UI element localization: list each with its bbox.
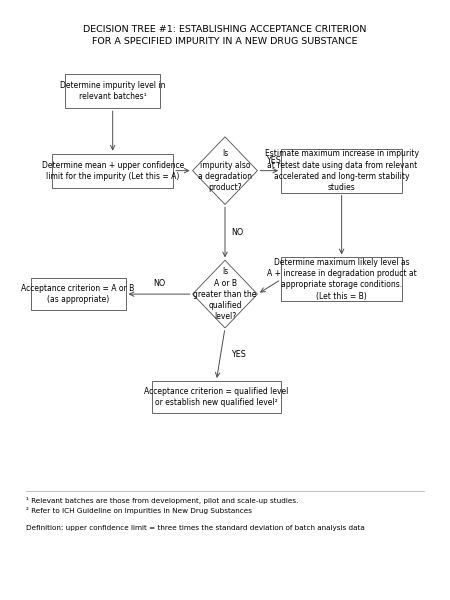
Text: Is
A or B
greater than the
qualified
level?: Is A or B greater than the qualified lev… — [194, 268, 256, 321]
FancyBboxPatch shape — [31, 278, 126, 310]
FancyBboxPatch shape — [152, 381, 281, 413]
Text: Is
impurity also
a degradation
product?: Is impurity also a degradation product? — [198, 149, 252, 192]
Polygon shape — [193, 260, 257, 328]
Text: Acceptance criterion = A or B
(as appropriate): Acceptance criterion = A or B (as approp… — [22, 284, 135, 304]
Text: DECISION TREE #1: ESTABLISHING ACCEPTANCE CRITERION: DECISION TREE #1: ESTABLISHING ACCEPTANC… — [83, 25, 367, 34]
Text: Determine maximum likely level as
A + increase in degradation product at
appropr: Determine maximum likely level as A + in… — [267, 258, 417, 301]
Text: Determine mean + upper confidence
limit for the impurity (Let this = A): Determine mean + upper confidence limit … — [41, 161, 184, 181]
Text: FOR A SPECIFIED IMPURITY IN A NEW DRUG SUBSTANCE: FOR A SPECIFIED IMPURITY IN A NEW DRUG S… — [92, 37, 358, 46]
Polygon shape — [193, 137, 257, 205]
Text: NO: NO — [231, 228, 244, 237]
Text: Determine impurity level in
relevant batches¹: Determine impurity level in relevant bat… — [60, 81, 166, 101]
Text: Acceptance criterion = qualified level
or establish new qualified level²: Acceptance criterion = qualified level o… — [144, 387, 288, 407]
Text: Definition: upper confidence limit = three times the standard deviation of batch: Definition: upper confidence limit = thr… — [26, 524, 365, 530]
Text: YES: YES — [231, 350, 246, 359]
FancyBboxPatch shape — [65, 74, 160, 109]
Text: YES: YES — [266, 155, 281, 164]
Text: Estimate maximum increase in impurity
at retest date using data from relevant
ac: Estimate maximum increase in impurity at… — [265, 149, 418, 192]
Text: NO: NO — [153, 279, 165, 288]
FancyBboxPatch shape — [281, 149, 402, 193]
FancyBboxPatch shape — [281, 257, 402, 301]
FancyBboxPatch shape — [52, 154, 173, 188]
Text: ² Refer to ICH Guideline on Impurities in New Drug Substances: ² Refer to ICH Guideline on Impurities i… — [26, 507, 252, 514]
Text: ¹ Relevant batches are those from development, pilot and scale-up studies.: ¹ Relevant batches are those from develo… — [26, 497, 299, 504]
